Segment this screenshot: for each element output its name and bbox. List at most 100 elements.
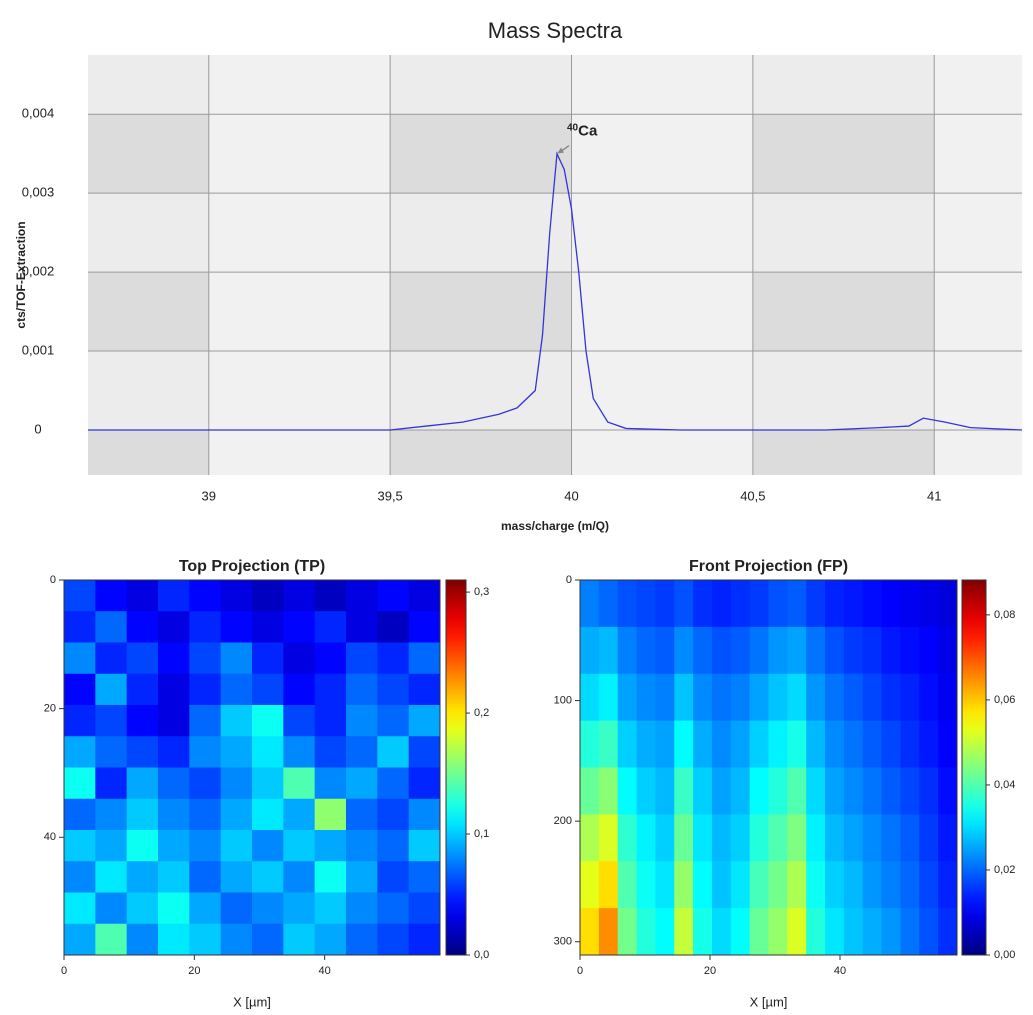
- heatmap-cell: [377, 673, 410, 706]
- background-band: [752, 430, 935, 475]
- heatmap-cell: [881, 626, 901, 675]
- background-band: [934, 272, 1022, 352]
- heatmap-cell: [252, 892, 284, 925]
- heatmap-cell: [806, 814, 826, 862]
- heatmap-cell: [655, 580, 675, 628]
- heatmap-cell: [283, 861, 316, 893]
- heatmap-cell: [900, 767, 920, 815]
- heatmap-cell: [598, 626, 619, 675]
- heatmap-cell: [377, 923, 410, 956]
- y-axis-label: cts/TOF-Extraction: [14, 221, 28, 328]
- heatmap-cell: [806, 861, 826, 909]
- heatmap-cell: [283, 580, 316, 612]
- heatmap-cell: [220, 705, 253, 737]
- heatmap-cell: [64, 673, 96, 706]
- heatmap-cell: [617, 861, 638, 909]
- heatmap-cell: [862, 720, 883, 768]
- heatmap-cell: [158, 892, 190, 925]
- background-band: [571, 430, 753, 475]
- heatmap-cell: [220, 892, 253, 925]
- colorbar-tick-label: 0,08: [994, 609, 1015, 621]
- x-axis-label: X [µm]: [750, 994, 788, 1009]
- heatmap-cell: [674, 861, 694, 909]
- heatmap-cell: [674, 580, 694, 628]
- heatmap-cell: [919, 673, 939, 722]
- colorbar: [961, 579, 987, 956]
- heatmap-cell: [843, 673, 864, 722]
- heatmap-cell: [881, 861, 901, 909]
- heatmap-cell: [95, 830, 128, 862]
- heatmap-cell: [158, 642, 190, 675]
- heatmap-cell: [693, 814, 713, 862]
- heatmap-cell: [283, 830, 316, 862]
- heatmap-cell: [64, 830, 96, 862]
- heatmap-cell: [938, 580, 958, 628]
- heatmap-cell: [881, 814, 901, 862]
- heatmap-cell: [189, 830, 222, 862]
- heatmap-cell: [408, 830, 441, 862]
- heatmap-cell: [126, 736, 159, 768]
- background-band: [752, 55, 935, 115]
- heatmap-cell: [158, 923, 190, 956]
- x-axis-label: mass/charge (m/Q): [501, 519, 609, 533]
- heatmap-cell: [158, 830, 190, 862]
- heatmap-cell: [283, 673, 316, 706]
- chart-title: Top Projection (TP): [179, 558, 325, 575]
- background-band: [88, 272, 209, 352]
- heatmap-cell: [862, 814, 883, 862]
- x-tick-label: 20: [704, 965, 716, 977]
- heatmap-cell: [787, 814, 807, 862]
- heatmap-cell: [655, 720, 675, 768]
- heatmap-cell: [749, 673, 769, 722]
- heatmap-cell: [749, 908, 769, 956]
- chart-title: Front Projection (FP): [689, 558, 848, 575]
- y-tick-label: 0: [566, 574, 572, 586]
- heatmap-cell: [346, 767, 378, 800]
- heatmap-cell: [126, 767, 159, 800]
- background-band: [752, 272, 935, 352]
- heatmap-cell: [693, 580, 713, 628]
- heatmap-cell: [95, 923, 128, 956]
- heatmap-cell: [598, 908, 619, 956]
- colorbar-tick-label: 0,1: [474, 828, 489, 840]
- heatmap-cell: [126, 798, 159, 831]
- heatmap-cell: [825, 767, 845, 815]
- heatmap-cell: [938, 908, 958, 956]
- heatmap-cell: [377, 580, 410, 612]
- heatmap-cell: [749, 767, 769, 815]
- heatmap-cell: [408, 611, 441, 643]
- heatmap-cell: [825, 580, 845, 628]
- x-tick-label: 20: [188, 965, 200, 977]
- colorbar-tick-label: 0,00: [994, 949, 1015, 961]
- heatmap-cell: [693, 767, 713, 815]
- heatmap-cell: [787, 673, 807, 722]
- heatmap-cell: [674, 814, 694, 862]
- heatmap-cell: [730, 580, 751, 628]
- heatmap-cell: [283, 705, 316, 737]
- heatmap-cell: [408, 736, 441, 768]
- colorbar-tick-label: 0,02: [994, 864, 1015, 876]
- heatmap-cell: [189, 673, 222, 706]
- heatmap-cell: [711, 908, 732, 956]
- heatmap-cell: [825, 908, 845, 956]
- heatmap-cell: [749, 814, 769, 862]
- heatmap-cell: [787, 767, 807, 815]
- heatmap-cell: [881, 580, 901, 628]
- heatmap-cell: [314, 642, 347, 675]
- heatmap-cell: [346, 798, 378, 831]
- heatmap-cell: [900, 861, 920, 909]
- heatmap-cell: [938, 720, 958, 768]
- heatmap-cell: [806, 908, 826, 956]
- heatmap-cell: [843, 908, 864, 956]
- heatmap-cell: [64, 611, 96, 643]
- heatmap-cell: [580, 861, 600, 909]
- heatmap-cell: [787, 908, 807, 956]
- heatmap-cell: [95, 736, 128, 768]
- background-band: [752, 114, 935, 194]
- heatmap-cell: [252, 705, 284, 737]
- colorbar-tick-label: 0,0: [474, 949, 489, 961]
- heatmap-cell: [314, 611, 347, 643]
- heatmap-cell: [881, 908, 901, 956]
- heatmap-cell: [768, 720, 788, 768]
- heatmap-cell: [189, 580, 222, 612]
